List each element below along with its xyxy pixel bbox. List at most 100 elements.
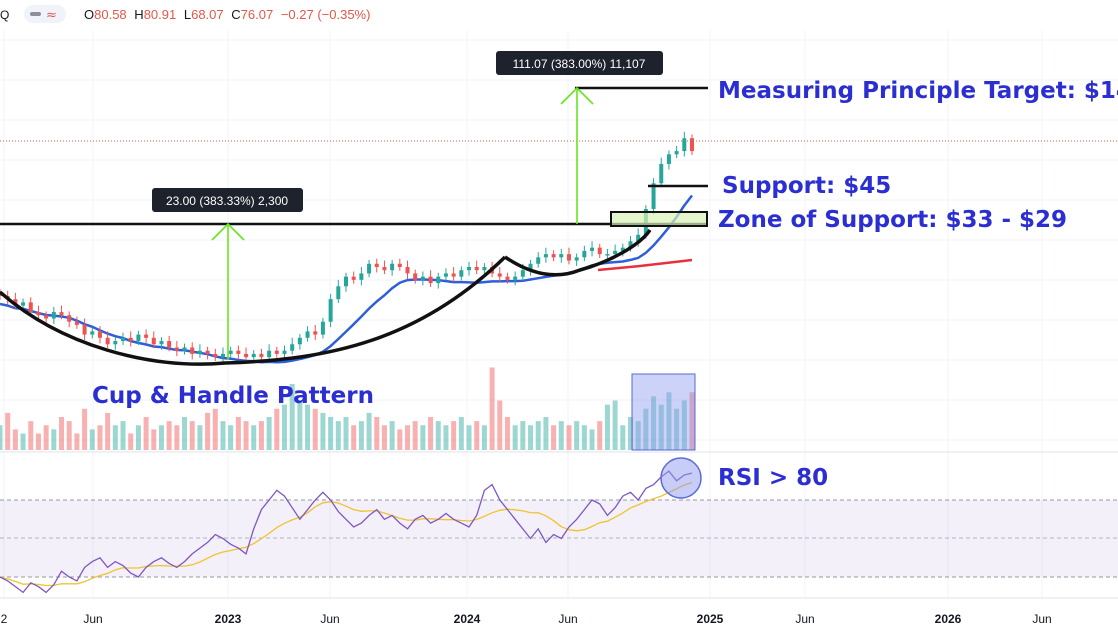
support-label: Support: $45: [722, 173, 891, 199]
candle-body: [536, 257, 541, 264]
volume-bar: [297, 400, 303, 450]
candle-body: [36, 312, 41, 316]
volume-bar: [43, 425, 49, 450]
candle-body: [274, 350, 279, 354]
volume-bar: [627, 417, 633, 450]
candle-body: [167, 341, 172, 348]
candle-body: [97, 331, 102, 338]
volume-bar: [166, 421, 172, 450]
volume-bar: [335, 421, 341, 450]
candle-body: [51, 312, 56, 319]
volume-bar: [558, 421, 564, 450]
volume-bar: [135, 425, 141, 450]
candle-body: [228, 350, 233, 354]
candle-body: [236, 350, 241, 354]
candle-body: [390, 263, 395, 271]
x-tick-label: 2023: [215, 612, 242, 626]
volume-bar: [504, 417, 510, 450]
volume-bar: [343, 417, 349, 450]
low-label: L: [184, 7, 191, 22]
candle-body: [213, 353, 218, 358]
volume-bar: [435, 421, 441, 450]
measure-tooltip-target: 111.07 (383.00%) 11,107: [496, 51, 663, 75]
volume-bar: [5, 412, 11, 450]
volume-bar: [620, 425, 626, 450]
volume-bar: [35, 433, 41, 450]
candle-body: [436, 276, 441, 284]
candle-body: [136, 334, 141, 342]
candle-body: [690, 138, 694, 152]
volume-bar: [289, 384, 295, 450]
volume-bar: [466, 425, 472, 450]
volume-bar: [420, 425, 426, 450]
volume-bar: [212, 408, 218, 450]
volume-bar: [543, 417, 549, 450]
handle-curve: [504, 228, 652, 277]
candlesticks: [0, 131, 694, 363]
volume-bar: [405, 425, 411, 450]
high-value: 80.91: [144, 7, 177, 22]
volume-bar: [351, 425, 357, 450]
volume-bar: [612, 400, 618, 450]
x-tick-label: 2026: [935, 612, 962, 626]
volume-bar: [266, 417, 272, 450]
volume-bar: [666, 392, 672, 450]
candle-body: [628, 241, 633, 248]
candle-body: [382, 266, 387, 271]
volume-bar: [474, 421, 480, 450]
volume-bar: [128, 433, 134, 450]
rsi-moving-average: [0, 481, 693, 587]
volume-bar: [481, 425, 487, 450]
volume-bar: [51, 429, 57, 450]
low-value: 68.07: [191, 7, 224, 22]
measure-arrow-target: [560, 86, 594, 224]
volume-bar: [281, 404, 287, 450]
candle-body: [113, 341, 118, 345]
volume-bar: [320, 412, 326, 450]
volume-bar: [428, 417, 434, 450]
x-tick-label: Jun: [83, 612, 102, 626]
volume-bar: [89, 429, 95, 450]
candle-body: [151, 337, 156, 345]
candle-body: [459, 270, 464, 277]
volume-bar: [589, 429, 595, 450]
candle-body: [367, 263, 372, 274]
volume-bar: [451, 421, 457, 450]
volume-bar: [258, 421, 264, 450]
volume-bar: [182, 417, 188, 450]
volume-bar: [28, 421, 34, 450]
indicator-toggle[interactable]: [24, 5, 66, 23]
candle-body: [328, 299, 333, 322]
candle-body: [605, 254, 610, 256]
candle-body: [205, 350, 210, 354]
candle-body: [513, 276, 518, 280]
volume-bar: [635, 421, 641, 450]
candle-body: [443, 273, 448, 277]
volume-bar: [59, 417, 65, 450]
volume-bar: [312, 408, 318, 450]
cup-handle-label: Cup & Handle Pattern: [92, 383, 374, 409]
volume-bar: [643, 408, 649, 450]
volume-bar: [235, 417, 241, 450]
candle-body: [336, 286, 341, 300]
volume-bar: [0, 425, 3, 450]
candle-body: [474, 266, 479, 271]
candle-body: [144, 334, 149, 338]
candle-body: [597, 247, 602, 255]
volume-bar: [535, 421, 541, 450]
volume-bar: [389, 421, 395, 450]
svg-text:O80.58 H80.91 L68.: O80.58 H80.91 L68.07 C76.07 −0.27 (−0.35…: [84, 7, 370, 22]
volume-bar: [158, 425, 164, 450]
candle-body: [159, 341, 164, 345]
candle-body: [74, 321, 79, 325]
volume-bar: [66, 421, 72, 450]
candle-body: [620, 247, 625, 251]
volume-bar: [243, 421, 249, 450]
volume-bar: [228, 425, 234, 450]
candle-body: [397, 263, 402, 267]
candle-body: [359, 273, 364, 280]
candle-body: [259, 353, 264, 358]
candle-body: [451, 273, 456, 277]
volume-bar: [528, 425, 534, 450]
